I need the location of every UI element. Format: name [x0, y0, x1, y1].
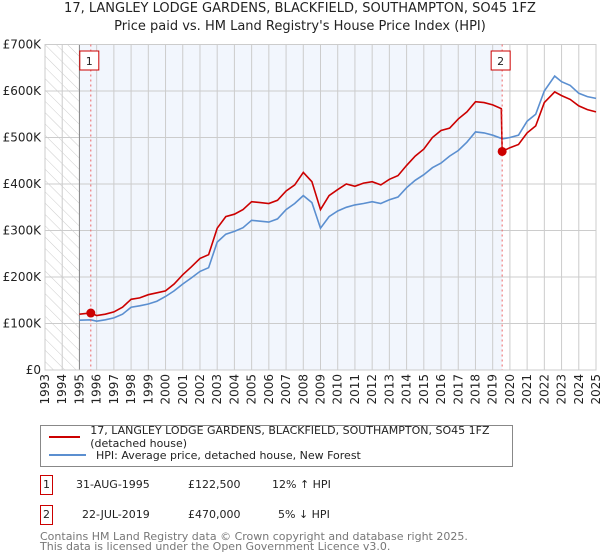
x-tick-label: 2020 — [503, 374, 517, 405]
transaction-price: £122,500 — [188, 478, 241, 491]
y-tick-label: £100K — [3, 317, 43, 331]
legend-swatch-red — [49, 436, 81, 438]
x-tick-label: 2018 — [468, 374, 482, 405]
transaction-badge: 1 — [40, 475, 53, 495]
x-tick-label: 2024 — [572, 374, 586, 405]
transaction-hpi: 5% ↓ HPI — [278, 508, 330, 521]
x-tick-label: 2003 — [210, 374, 224, 405]
legend-label: HPI: Average price, detached house, New … — [96, 448, 361, 462]
transaction-hpi: 12% ↑ HPI — [272, 478, 331, 491]
transaction-price: £470,000 — [188, 508, 241, 521]
x-tick-label: 1995 — [72, 374, 86, 405]
x-tick-label: 2013 — [382, 374, 396, 405]
sale-label: 2 — [497, 55, 504, 68]
x-tick-label: 1993 — [38, 374, 52, 405]
sale-point — [497, 146, 507, 156]
plot-border — [44, 44, 597, 371]
sale-label-box — [79, 50, 100, 71]
x-tick-label: 1999 — [141, 374, 155, 405]
legend-item-hpi: HPI: Average price, detached house, New … — [49, 447, 361, 463]
y-tick-label: £500K — [3, 131, 43, 145]
footer-copyright: Contains HM Land Registry data © Crown c… — [40, 530, 468, 543]
x-tick-label: 2008 — [296, 374, 310, 405]
x-tick-label: 2011 — [348, 374, 362, 405]
sale-label-box — [490, 50, 511, 71]
transaction-badge: 2 — [40, 505, 53, 525]
x-tick-label: 2017 — [451, 374, 465, 405]
chart-legend: 17, LANGLEY LODGE GARDENS, BLACKFIELD, S… — [40, 424, 513, 467]
x-tick-label: 2002 — [193, 374, 207, 405]
x-tick-label: 2021 — [520, 374, 534, 405]
chart-title: 17, LANGLEY LODGE GARDENS, BLACKFIELD, S… — [64, 1, 536, 16]
x-tick-label: 2012 — [365, 374, 379, 405]
x-tick-label: 1997 — [107, 374, 121, 405]
x-tick-label: 2016 — [434, 374, 448, 405]
property-price-line — [79, 90, 597, 317]
x-tick-label: 2019 — [486, 374, 500, 405]
hpi-line — [79, 74, 597, 323]
sale-point — [86, 308, 96, 318]
x-tick-label: 1998 — [124, 374, 138, 405]
y-tick-label: £300K — [3, 224, 43, 238]
y-tick-label: £400K — [3, 177, 43, 191]
x-tick-label: 2007 — [279, 374, 293, 405]
shaded-ownership-region — [79, 44, 503, 370]
transaction-date: 22-JUL-2019 — [82, 508, 150, 521]
x-tick-label: 2004 — [227, 374, 241, 405]
x-tick-label: 2006 — [262, 374, 276, 405]
x-tick-label: 2001 — [176, 374, 190, 405]
legend-swatch-blue — [49, 454, 86, 456]
x-tick-label: 2005 — [245, 374, 259, 405]
x-tick-label: 2023 — [555, 374, 569, 405]
x-tick-label: 2010 — [331, 374, 345, 405]
x-tick-label: 2000 — [159, 374, 173, 405]
transaction-date: 31-AUG-1995 — [76, 478, 150, 491]
price-chart: 1993 1994 1995 1996 1997 1998 1999 2000 2001 2002… — [3, 38, 600, 405]
y-tick-label: £0 — [26, 363, 41, 377]
legend-item-property: 17, LANGLEY LODGE GARDENS, BLACKFIELD, S… — [49, 424, 512, 450]
footer-licence: This data is licensed under the Open Gov… — [40, 540, 391, 553]
y-tick-label: £200K — [3, 270, 43, 284]
x-tick-label: 2022 — [537, 374, 551, 405]
x-tick-label: 2009 — [314, 374, 328, 405]
x-tick-label: 2025 — [589, 374, 600, 405]
chart-subtitle: Price paid vs. HM Land Registry's House … — [114, 19, 486, 34]
y-tick-label: £600K — [3, 84, 43, 98]
x-tick-label: 2014 — [400, 374, 414, 405]
y-tick-label: £700K — [3, 38, 43, 52]
legend-label: 17, LANGLEY LODGE GARDENS, BLACKFIELD, S… — [90, 424, 490, 450]
x-tick-label: 1994 — [55, 374, 69, 405]
x-tick-label: 1996 — [90, 374, 104, 405]
x-tick-label: 2015 — [417, 374, 431, 405]
sale-label: 1 — [86, 55, 93, 68]
